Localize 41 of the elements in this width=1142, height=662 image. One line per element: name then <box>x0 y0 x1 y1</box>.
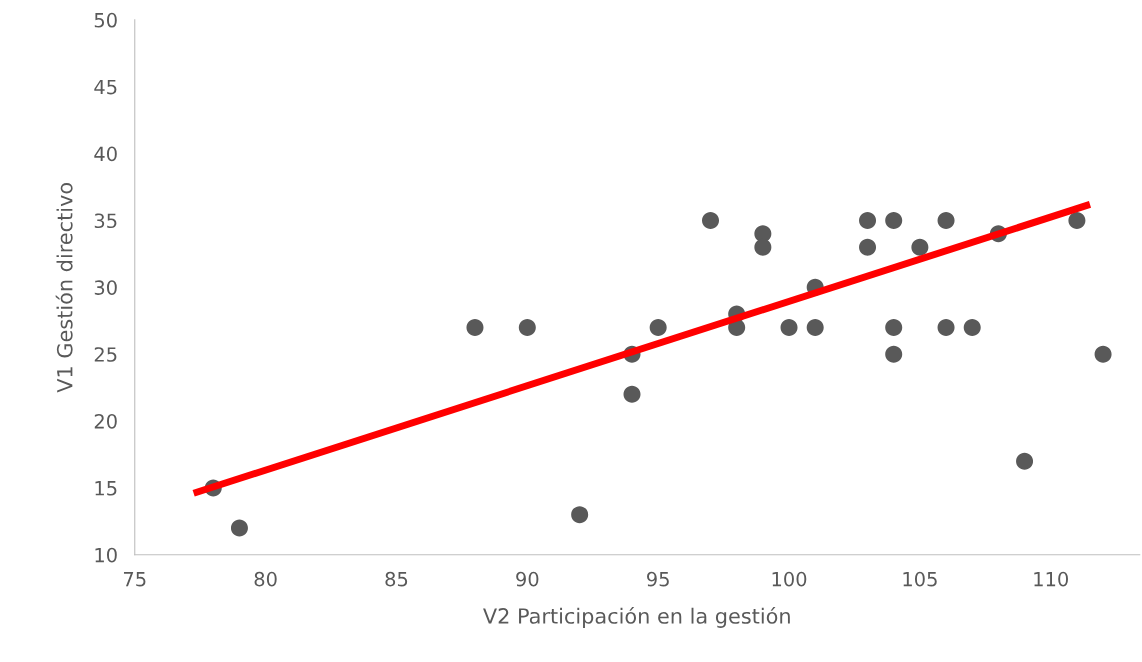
x-tick-label: 110 <box>1034 571 1068 587</box>
point <box>518 318 536 336</box>
point <box>806 318 824 336</box>
point <box>230 519 248 537</box>
point <box>1094 345 1112 363</box>
point <box>859 211 877 229</box>
point <box>885 211 903 229</box>
y-tick-label: 10 <box>95 547 117 563</box>
y-axis-title: V1 Gestión directivo <box>55 183 73 393</box>
point <box>780 318 798 336</box>
x-tick-label: 75 <box>123 572 146 587</box>
point <box>885 318 903 336</box>
point <box>466 318 484 336</box>
point <box>937 318 955 336</box>
point <box>1016 452 1034 470</box>
point <box>911 238 929 256</box>
point <box>571 506 589 524</box>
x-tick-label: 95 <box>647 571 669 587</box>
x-tick-label: 90 <box>516 571 539 587</box>
x-tick-label: 105 <box>903 571 937 587</box>
y-tick-label: 20 <box>94 413 117 429</box>
x-tick-label: 85 <box>385 571 408 587</box>
y-tick-label: 15 <box>95 481 117 496</box>
y-tick-label: 25 <box>94 347 117 362</box>
x-tick-label: 80 <box>254 571 277 587</box>
point <box>649 318 667 336</box>
point <box>1068 211 1086 229</box>
y-tick-label: 45 <box>94 79 117 95</box>
point <box>937 211 955 229</box>
y-tick-label: 35 <box>94 213 117 229</box>
point <box>885 345 903 363</box>
point <box>963 318 981 336</box>
point <box>702 211 720 229</box>
y-tick-label: 30 <box>94 280 117 295</box>
y-tick-label: 50 <box>94 12 117 28</box>
y-tick-label: 40 <box>94 146 117 162</box>
point <box>623 385 641 403</box>
point <box>754 238 772 256</box>
point <box>859 238 877 256</box>
x-axis-title: V2 Participación en la gestión <box>483 606 790 628</box>
x-tick-label: 100 <box>772 571 807 587</box>
